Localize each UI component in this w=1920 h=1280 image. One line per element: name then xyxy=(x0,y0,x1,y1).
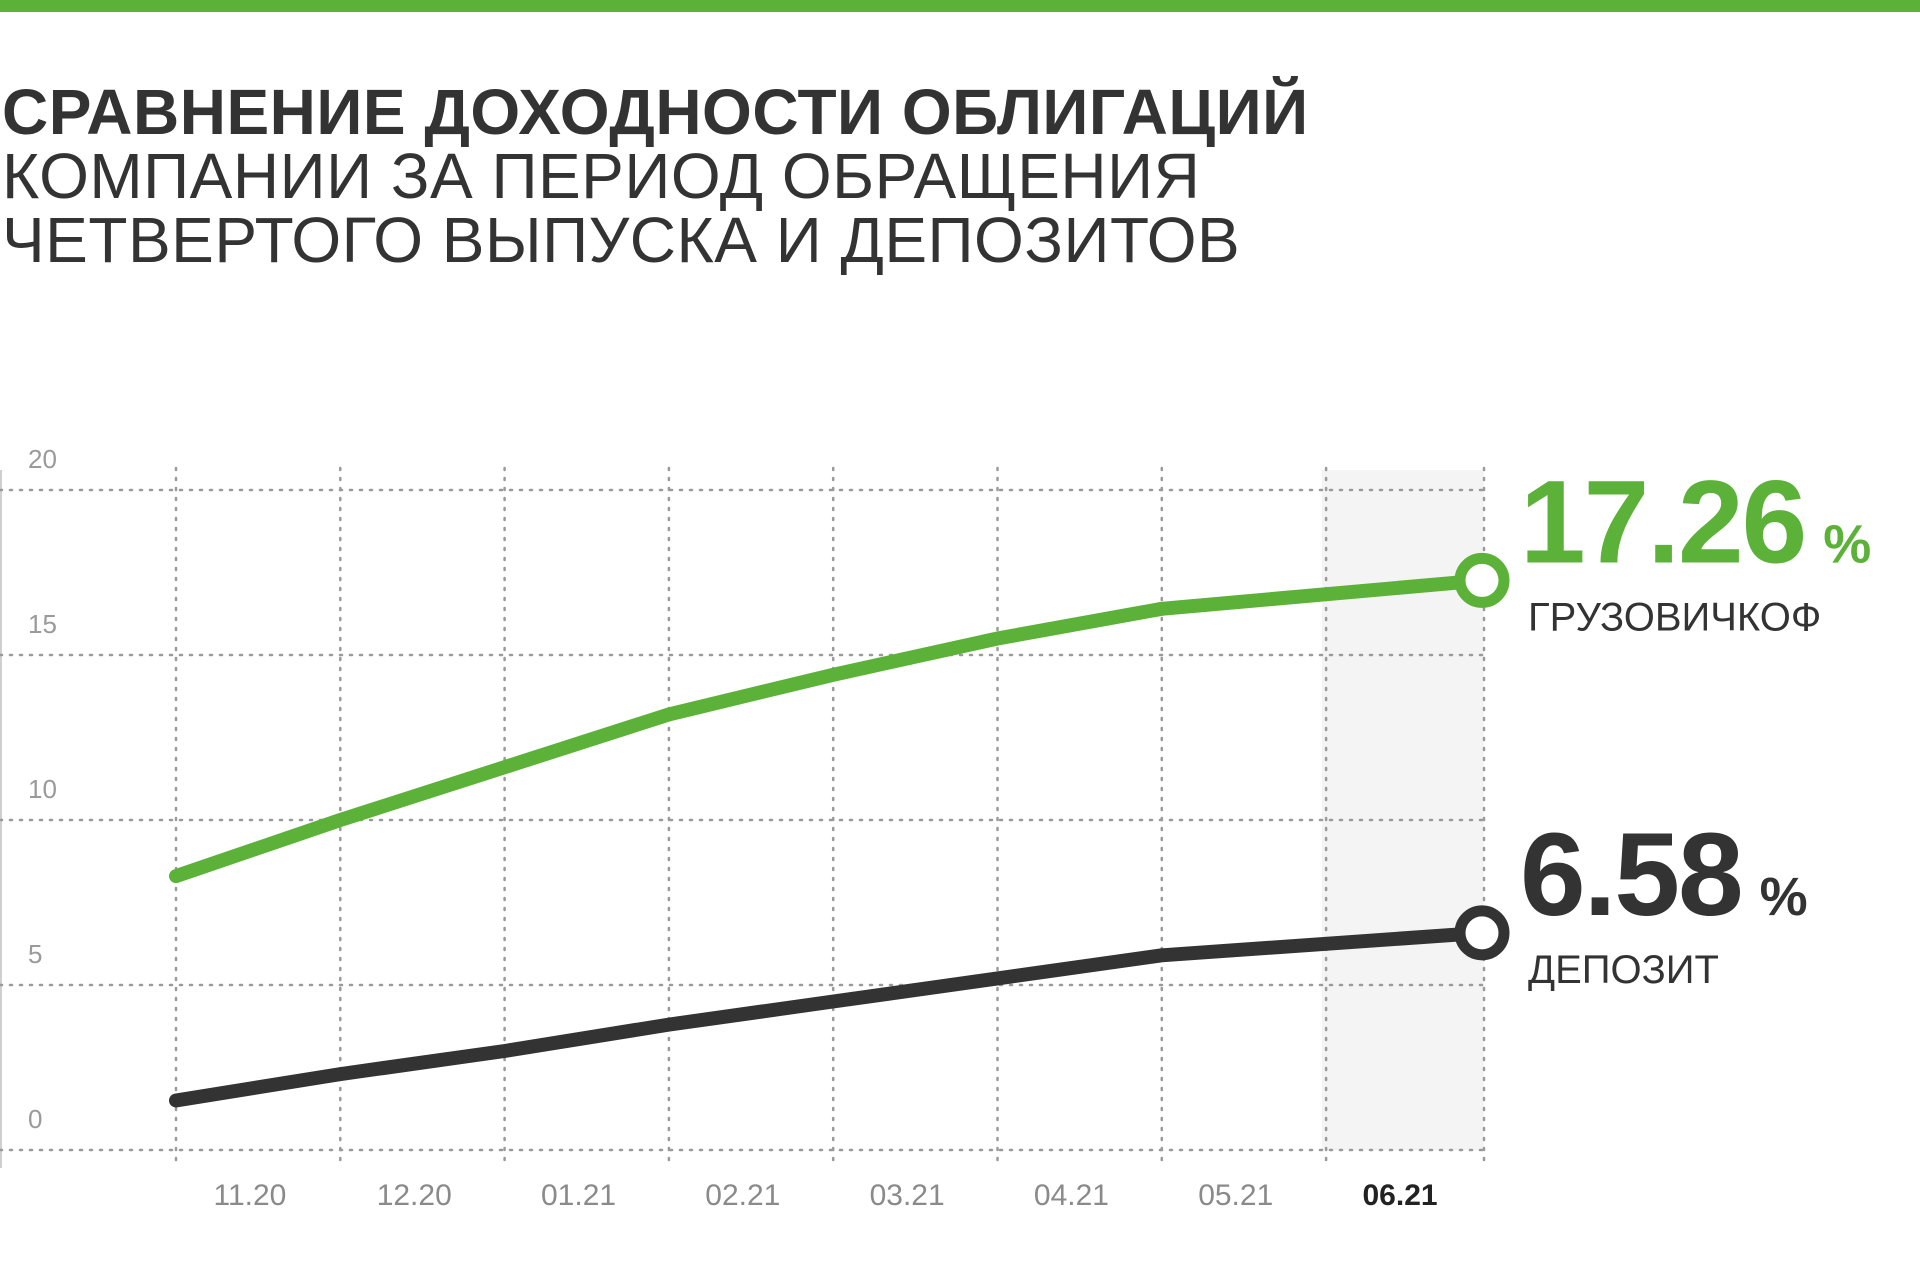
series-1-endpoint-marker xyxy=(1454,905,1510,961)
series-0-point-2 xyxy=(504,766,506,768)
series-1-point-1 xyxy=(339,1073,341,1075)
series-1-point-0 xyxy=(175,1100,177,1101)
series-1-point-3 xyxy=(668,1024,670,1026)
x-tick-label-12.20: 12.20 xyxy=(377,1179,452,1212)
series-1-end-value: 6.58 xyxy=(1520,809,1742,941)
series-0-name-label: ГРУЗОВИЧКОФ xyxy=(1528,595,1821,639)
series-0-end-unit: % xyxy=(1823,514,1871,574)
y-tick-label-10: 10 xyxy=(28,774,57,804)
x-tick-label-05.21: 05.21 xyxy=(1198,1179,1273,1212)
series-1-point-4 xyxy=(832,1001,834,1002)
series-0-point-6 xyxy=(1161,608,1163,610)
series-1-point-2 xyxy=(504,1050,506,1052)
x-tick-label-03.21: 03.21 xyxy=(870,1179,945,1212)
series-1-point-6 xyxy=(1161,954,1163,956)
x-tick-label-01.21: 01.21 xyxy=(541,1179,616,1212)
series-0-point-0 xyxy=(175,875,177,877)
series-0-end-value: 17.26 xyxy=(1520,456,1805,588)
series-0-point-3 xyxy=(668,713,670,715)
series-0-point-4 xyxy=(832,674,834,676)
x-tick-label-04.21: 04.21 xyxy=(1034,1179,1109,1212)
x-tick-label-06.21: 06.21 xyxy=(1362,1179,1437,1212)
y-tick-label-0: 0 xyxy=(28,1104,42,1134)
y-tick-label-5: 5 xyxy=(28,939,42,969)
series-0-point-1 xyxy=(339,819,341,821)
title-line-1: СРАВНЕНИЕ ДОХОДНОСТИ ОБЛИГАЦИЙ xyxy=(2,76,1309,148)
y-tick-label-15: 15 xyxy=(28,609,57,639)
series-1-end-unit: % xyxy=(1760,867,1808,927)
x-tick-label-02.21: 02.21 xyxy=(705,1179,780,1212)
title-line-2: КОМПАНИИ ЗА ПЕРИОД ОБРАЩЕНИЯ xyxy=(2,140,1201,212)
series-0-endpoint-marker xyxy=(1454,552,1510,608)
y-tick-label-20: 20 xyxy=(28,444,57,474)
series-1-point-5 xyxy=(997,977,998,979)
top-accent-bar xyxy=(0,0,1920,12)
series-1-name-label: ДЕПОЗИТ xyxy=(1528,948,1719,992)
title-line-3: ЧЕТВЕРТОГО ВЫПУСКА И ДЕПОЗИТОВ xyxy=(2,204,1241,276)
series-0-point-5 xyxy=(997,638,998,639)
series-line-1 xyxy=(169,925,1489,1108)
title-block: СРАВНЕНИЕ ДОХОДНОСТИ ОБЛИГАЦИЙ КОМПАНИИ … xyxy=(2,80,1309,272)
x-tick-label-11.20: 11.20 xyxy=(214,1179,287,1212)
series-line-0 xyxy=(169,573,1489,884)
